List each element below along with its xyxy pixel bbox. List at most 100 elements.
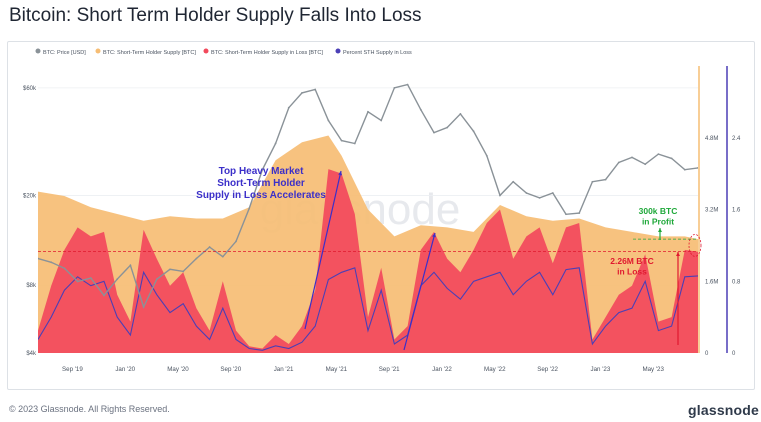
arrow-top-heavy-1-head [338, 171, 343, 176]
price-point-49 [683, 168, 686, 171]
legend-label-percent_loss: Percent STH Supply in Loss [343, 50, 412, 56]
x-tick-1: Jan '20 [115, 366, 135, 373]
price-point-15 [235, 240, 237, 243]
highlight-ellipse [688, 233, 702, 257]
arrow-in-loss-head [676, 252, 680, 257]
y-left-tick-3: $60k [23, 86, 37, 92]
price-point-2 [63, 267, 66, 270]
price-point-1 [50, 261, 53, 264]
price-point-42 [591, 180, 594, 183]
price-point-14 [221, 255, 224, 258]
price-point-12 [195, 257, 198, 260]
price-point-24 [353, 142, 356, 145]
arrow-top-heavy-1-shaft [304, 170, 342, 330]
price-point-40 [565, 213, 567, 216]
price-point-13 [208, 246, 211, 248]
price-point-4 [89, 277, 92, 279]
price-point-34 [485, 154, 488, 157]
y-percent-tick-3: 2.4 [732, 136, 741, 142]
arrow-in-profit [658, 228, 662, 240]
price-point-31 [446, 126, 449, 129]
arrow-top-heavy-2 [403, 232, 436, 351]
legend-label-sth_loss: BTC: Short-Term Holder Supply in Loss [B… [211, 50, 323, 56]
legend-dot-percent_loss [335, 48, 341, 54]
x-tick-6: Sep '21 [379, 366, 400, 373]
x-tick-4: Jan '21 [274, 366, 294, 373]
x-tick-2: May '20 [167, 366, 189, 373]
page-title: Bitcoin: Short Term Holder Supply Falls … [9, 5, 422, 26]
x-tick-10: Jan '23 [591, 366, 611, 373]
price-point-7 [129, 264, 132, 267]
y-supply-tick-1: 1.6M [705, 279, 718, 285]
legend-dot-sth_loss [203, 48, 209, 54]
x-tick-7: Jan '22 [432, 366, 452, 373]
price-point-5 [103, 294, 105, 297]
x-tick-0: Sep '19 [62, 366, 83, 373]
price-point-38 [538, 196, 541, 199]
price-point-8 [142, 306, 145, 308]
legend-label-price: BTC: Price [USD] [43, 50, 86, 56]
price-point-37 [525, 192, 528, 194]
price-point-21 [314, 88, 317, 91]
y-left-tick-0: $4k [26, 351, 37, 357]
annotation-top-heavy-line-0: Top Heavy Market [219, 166, 305, 177]
annotation-top-heavy-line-2: Supply in Loss Accelerates [196, 190, 326, 201]
price-point-9 [155, 278, 158, 281]
copyright-text: © 2023 Glassnode. All Rights Reserved. [9, 404, 170, 414]
annotation-in-profit-line-0: 300k BTC [639, 206, 678, 216]
price-point-19 [287, 106, 290, 109]
y-percent-tick-0: 0 [732, 351, 736, 357]
price-point-10 [169, 268, 171, 271]
plot-area [38, 83, 698, 353]
x-tick-3: Sep '20 [220, 366, 241, 373]
price-point-48 [670, 157, 673, 160]
price-point-29 [419, 108, 422, 111]
price-point-50 [697, 166, 698, 169]
y-supply-tick-2: 3.2M [705, 208, 718, 214]
annotation-in-loss-line-0: 2.26M BTC [610, 256, 653, 266]
price-point-35 [499, 194, 501, 197]
x-tick-9: Sep '22 [537, 366, 558, 373]
arrow-top-heavy-2-shaft [403, 232, 436, 351]
x-tick-11: May '23 [642, 366, 664, 373]
price-point-18 [274, 142, 277, 145]
price-point-26 [380, 119, 383, 122]
price-point-27 [393, 86, 396, 89]
price-point-6 [116, 278, 119, 281]
legend-dot-sth_supply [95, 48, 101, 54]
axes: $4k $8k $20k $60k 0 1.6M 3.2M 4.8M 0 0.8 1.6 2.4 Sep… [23, 66, 741, 373]
price-point-46 [644, 163, 647, 166]
y-supply-tick-0: 0 [705, 351, 709, 357]
y-percent-tick-1: 0.8 [732, 279, 741, 285]
price-point-20 [301, 91, 303, 94]
price-point-25 [367, 110, 369, 113]
series-percent-loss-line [38, 267, 698, 351]
price-point-0 [38, 257, 39, 260]
brand-logo: glassnode [688, 402, 760, 418]
chart-legend: BTC: Price [USD] BTC: Short-Term Holder S… [35, 48, 412, 56]
price-point-30 [433, 131, 435, 134]
price-point-44 [617, 161, 620, 164]
annotation-in-profit-line-1: in Profit [642, 217, 674, 227]
series-sth-loss-area [38, 169, 698, 353]
price-point-45 [631, 156, 633, 159]
price-point-36 [512, 180, 515, 183]
price-point-23 [340, 139, 343, 142]
price-point-43 [604, 178, 607, 181]
price-point-33 [472, 130, 475, 133]
annotation-top-heavy-line-1: Short-Term Holder [217, 178, 305, 189]
x-tick-5: May '21 [326, 366, 348, 373]
y-percent-tick-2: 1.6 [732, 208, 741, 214]
y-left-tick-2: $20k [23, 193, 37, 199]
price-point-39 [551, 192, 554, 194]
arrow-top-heavy-1 [304, 170, 343, 330]
y-supply-tick-3: 4.8M [705, 136, 718, 142]
price-point-16 [248, 207, 251, 210]
annotation-in-loss-line-1: in Loss [617, 267, 647, 277]
price-point-32 [459, 112, 462, 115]
arrow-in-loss [676, 252, 680, 345]
price-point-47 [657, 153, 660, 155]
arrow-in-profit-head [658, 228, 662, 233]
price-point-11 [182, 270, 185, 273]
